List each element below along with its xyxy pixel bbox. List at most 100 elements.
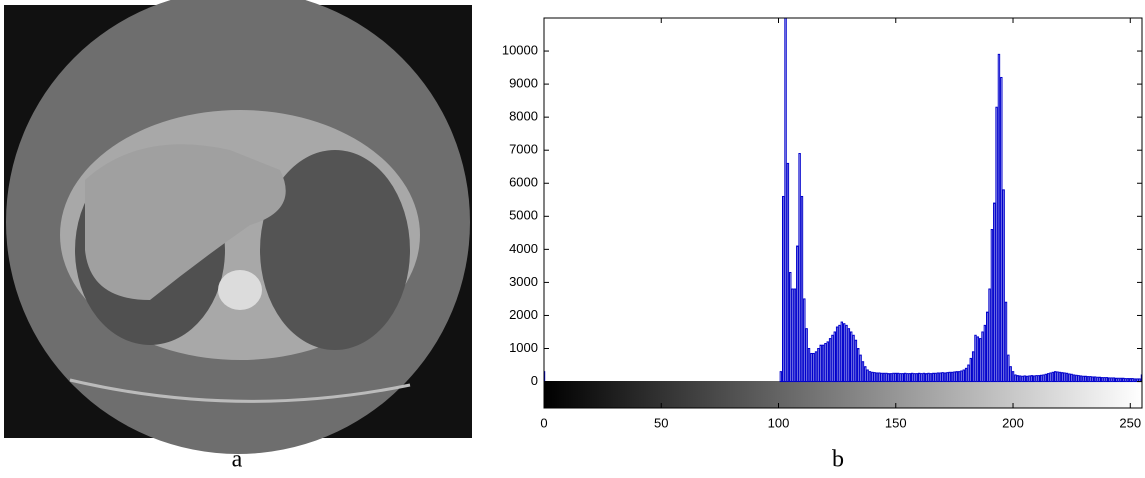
bar: [1131, 378, 1134, 383]
bar: [1091, 376, 1094, 383]
y-tick-label: 5000: [509, 208, 538, 223]
y-tick-label: 2000: [509, 307, 538, 322]
bar: [852, 334, 855, 383]
bar: [1070, 373, 1073, 383]
bar: [927, 372, 930, 383]
bar: [880, 372, 883, 383]
bar: [969, 357, 973, 383]
x-tick-label: 50: [654, 415, 668, 430]
bar: [779, 371, 783, 383]
bar: [936, 372, 940, 383]
bar: [1079, 375, 1083, 383]
bar: [885, 372, 888, 383]
bar: [1063, 372, 1066, 383]
bar: [873, 372, 876, 383]
bar: [1100, 377, 1104, 383]
bar: [847, 328, 851, 383]
bar: [1007, 354, 1010, 383]
bar: [1004, 301, 1008, 383]
bar: [868, 371, 872, 383]
bar: [850, 331, 853, 383]
bar: [1032, 375, 1036, 383]
bar: [887, 373, 890, 383]
bar: [986, 311, 989, 383]
bar: [1098, 376, 1101, 383]
bar: [1093, 376, 1097, 383]
bar: [892, 372, 895, 383]
bar: [950, 371, 954, 383]
x-tick-label: 0: [540, 415, 547, 430]
bar: [1011, 371, 1015, 383]
bar: [1129, 378, 1132, 383]
bar: [781, 195, 785, 383]
bar: [1056, 371, 1059, 383]
bar: [1030, 375, 1033, 383]
bar: [939, 372, 942, 383]
bar: [842, 323, 846, 383]
bar: [920, 373, 923, 383]
bar: [807, 348, 811, 383]
bar: [1105, 377, 1109, 383]
bar: [922, 372, 926, 383]
bar: [1072, 374, 1076, 383]
bar: [1044, 373, 1048, 383]
bar: [1126, 378, 1130, 383]
panel-label: a: [232, 447, 243, 473]
y-tick-label: 4000: [509, 241, 538, 256]
bar: [997, 53, 1001, 383]
y-tick-label: 7000: [509, 142, 538, 157]
bar: [1117, 377, 1120, 383]
bar: [962, 369, 965, 383]
bar: [857, 348, 860, 383]
bar: [1096, 376, 1099, 383]
bar: [978, 338, 982, 383]
bar: [1119, 377, 1123, 383]
bar: [828, 338, 832, 383]
bar: [544, 371, 546, 383]
bar: [800, 195, 804, 383]
bar: [854, 339, 858, 383]
bar: [1037, 375, 1041, 383]
bar: [908, 373, 912, 383]
bar: [918, 372, 921, 383]
bar: [955, 371, 958, 383]
bar: [821, 344, 825, 383]
x-tick-label: 250: [1119, 415, 1141, 430]
bar: [838, 324, 841, 383]
bar: [1002, 189, 1005, 383]
bar: [932, 372, 935, 383]
bar: [943, 372, 947, 383]
bar: [875, 372, 879, 383]
bar: [859, 354, 862, 383]
bar: [953, 371, 956, 383]
bar: [789, 271, 792, 383]
bar: [1077, 375, 1080, 383]
bar: [1124, 378, 1127, 383]
bar: [889, 373, 893, 383]
table: [69, 378, 411, 403]
bar: [819, 344, 822, 383]
bar: [845, 324, 848, 383]
bar: [960, 370, 963, 383]
bar: [826, 341, 829, 383]
bar: [967, 364, 970, 383]
bar: [1068, 373, 1071, 383]
bar: [915, 373, 919, 383]
bar: [981, 331, 984, 383]
bar: [983, 324, 987, 383]
bar: [817, 348, 820, 383]
bar: [1133, 378, 1137, 383]
bar: [913, 373, 916, 383]
panel-label: b: [832, 447, 844, 473]
bar: [899, 373, 902, 383]
bar: [925, 373, 928, 383]
bar: [896, 372, 900, 383]
bar: [831, 334, 834, 383]
bar: [812, 352, 815, 383]
bar: [993, 202, 996, 383]
bar: [1051, 371, 1055, 383]
bar: [1000, 76, 1003, 383]
bar: [1089, 376, 1092, 383]
y-tick-label: 1000: [509, 340, 538, 355]
